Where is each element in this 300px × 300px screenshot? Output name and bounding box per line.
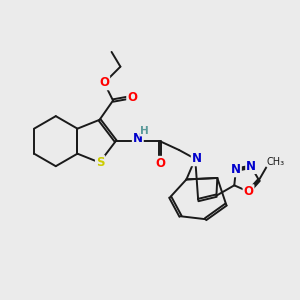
Text: S: S — [96, 156, 104, 169]
Text: O: O — [244, 185, 254, 198]
Text: O: O — [99, 76, 109, 89]
Text: N: N — [133, 132, 143, 145]
Text: CH₃: CH₃ — [267, 157, 285, 167]
Text: H: H — [140, 126, 149, 136]
Text: N: N — [246, 160, 256, 173]
Text: O: O — [155, 157, 165, 170]
Text: O: O — [127, 91, 137, 104]
Text: N: N — [192, 152, 202, 165]
Text: N: N — [231, 163, 241, 176]
